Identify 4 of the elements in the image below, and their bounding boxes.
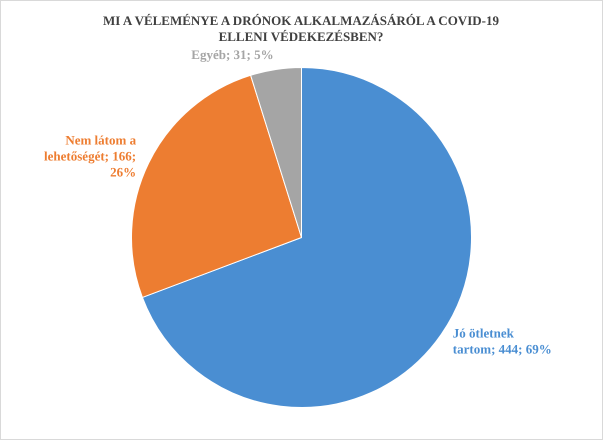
slice-label: Jó ötletnek tartom; 444; 69% [452, 326, 552, 357]
chart-title: MI A VÉLEMÉNYE A DRÓNOK ALKALMAZÁSÁRÓL A COVID-19 ELLENI VÉDEKEZÉSBEN? [102, 13, 500, 45]
slice-label: Egyéb; 31; 5% [191, 46, 274, 62]
slice-label: Nem látom a lehetőségét; 166; 26% [44, 132, 137, 180]
